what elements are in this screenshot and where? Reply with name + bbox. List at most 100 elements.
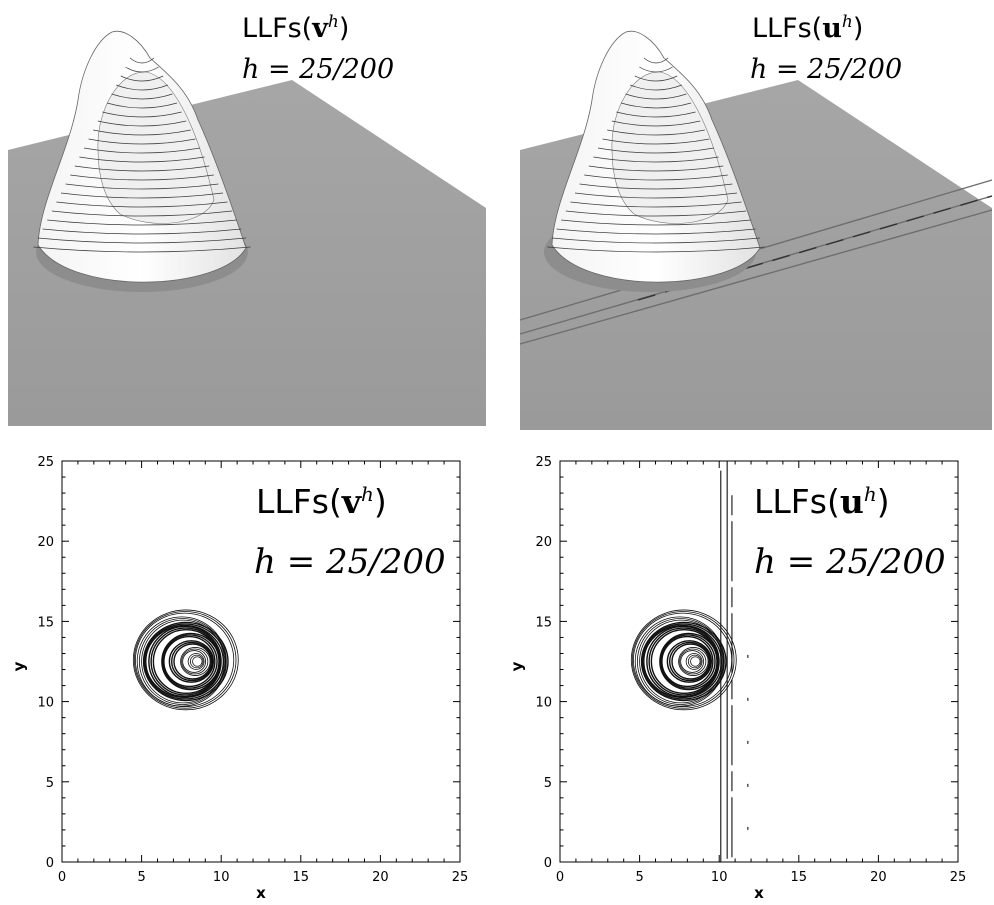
cone-contour-line: [33, 246, 251, 253]
contour-line: [639, 619, 723, 704]
y-tick-label: 20: [535, 535, 552, 550]
contour-line: [650, 628, 718, 695]
contour-line: [678, 647, 709, 676]
y-tick-label: 5: [46, 776, 54, 791]
cone-contour-line: [116, 84, 168, 91]
contour-label-left: LLFs(vh): [256, 482, 387, 521]
x-tick-label: 25: [452, 870, 469, 885]
cone-contour-line: [584, 174, 728, 181]
x-tick-label: 20: [372, 870, 389, 885]
cone-contour-line: [611, 120, 701, 127]
contour-line: [660, 634, 716, 689]
y-tick-label: 0: [46, 856, 54, 871]
cone-hollow: [97, 71, 215, 224]
surface-plot-right: [519, 30, 993, 430]
y-tick-label: 10: [535, 696, 552, 711]
y-tick-label: 15: [535, 615, 552, 630]
y-tick-label: 25: [37, 455, 54, 470]
contour-panel-left: 0 5 10 15 20 25 0 5 10 15 20 25 x y LLFs(vh) h = 25/2…: [0, 446, 496, 902]
surface-label-right: LLFs(uh): [752, 12, 863, 44]
cone-contour-line: [83, 147, 201, 154]
y-tick-label: 15: [37, 615, 54, 630]
cone-contour-line: [625, 93, 687, 100]
contour-line: [133, 611, 237, 709]
contour-line: [685, 653, 703, 670]
contour-line: [138, 618, 226, 705]
contour-line: [661, 635, 714, 688]
cone-contour-line: [88, 138, 196, 145]
cone-contour-lines: [33, 57, 251, 253]
cone-contour-line: [106, 102, 178, 109]
h-equation-right: h = 25/200: [750, 54, 903, 85]
cone-contour-line: [47, 219, 237, 226]
contour-line: [189, 654, 204, 669]
cone-contour-line: [579, 183, 733, 190]
surface-plot-left: [8, 30, 486, 426]
label-var: u: [839, 482, 864, 521]
label-close: ): [876, 482, 890, 521]
contour-plot-right: 0 5 10 15 20 25 0 5 10 15 20 25 x y: [508, 455, 966, 902]
label-var: v: [312, 13, 328, 44]
contour-line: [136, 616, 227, 707]
cone-contour-line: [102, 111, 182, 118]
x-tick-label: 15: [293, 870, 310, 885]
cone-contour-line: [630, 84, 682, 91]
cone-contour-line: [639, 66, 673, 73]
contour-line: [173, 643, 212, 680]
contour-line: [631, 611, 735, 709]
cone-contour-line: [620, 102, 692, 109]
contour-line: [141, 619, 225, 704]
contour-line: [162, 634, 218, 689]
cone-contour-line: [120, 75, 164, 82]
x-tick-label: 20: [870, 870, 887, 885]
y-tick-label: 5: [544, 776, 552, 791]
cone-contour-line: [56, 201, 228, 208]
y-tick-label: 0: [544, 856, 552, 871]
contour-line: [181, 648, 209, 675]
h-equation-left: h = 25/200: [254, 542, 446, 582]
contour-line: [150, 627, 221, 696]
cone-contour-line: [65, 183, 219, 190]
contour-line: [687, 654, 702, 669]
h-equation-left: h = 25/200: [242, 54, 395, 85]
label-fn: LLFs(: [754, 482, 840, 521]
cone-contour-line: [60, 192, 224, 199]
label-sup: h: [863, 482, 877, 506]
contour-line: [182, 650, 207, 673]
cone-hollow: [611, 71, 729, 224]
surface-panel-left: LLFs(vh) h = 25/200: [0, 0, 496, 440]
cone-contour-line: [37, 237, 247, 244]
cone-contour-line: [616, 111, 696, 118]
cone-contour-line: [111, 93, 173, 100]
label-close: ): [852, 13, 864, 44]
label-fn: LLFs(: [242, 13, 313, 44]
label-sup: h: [841, 12, 853, 32]
contour-line: [630, 609, 737, 711]
cone-contour-line: [51, 210, 233, 217]
cone-contour-line: [607, 129, 705, 136]
x-tick-label: 10: [711, 870, 728, 885]
cone-contour-line: [597, 147, 715, 154]
cone-contour-line: [70, 174, 214, 181]
y-axis-label: y: [10, 661, 28, 671]
contour-line: [163, 635, 216, 688]
contour-line: [636, 618, 724, 705]
contour-line: [145, 624, 225, 699]
contour-line: [192, 656, 203, 667]
label-close: ): [338, 13, 350, 44]
label-sup: h: [361, 482, 374, 506]
x-tick-label: 10: [213, 870, 230, 885]
contour-line: [180, 647, 211, 676]
surface-label-left: LLFs(vh): [242, 12, 349, 44]
label-var: u: [822, 13, 842, 44]
x-axis-label: x: [754, 884, 764, 901]
plot-frame: [559, 460, 959, 863]
cone-contour-line: [634, 75, 678, 82]
contour-line: [643, 624, 723, 699]
cone-contour-line: [547, 246, 765, 253]
contour-line: [634, 616, 725, 707]
cone-contour-line: [593, 156, 719, 163]
ridge-line: [519, 209, 993, 345]
cone-contour-line: [561, 219, 751, 226]
contour-line: [168, 640, 214, 683]
